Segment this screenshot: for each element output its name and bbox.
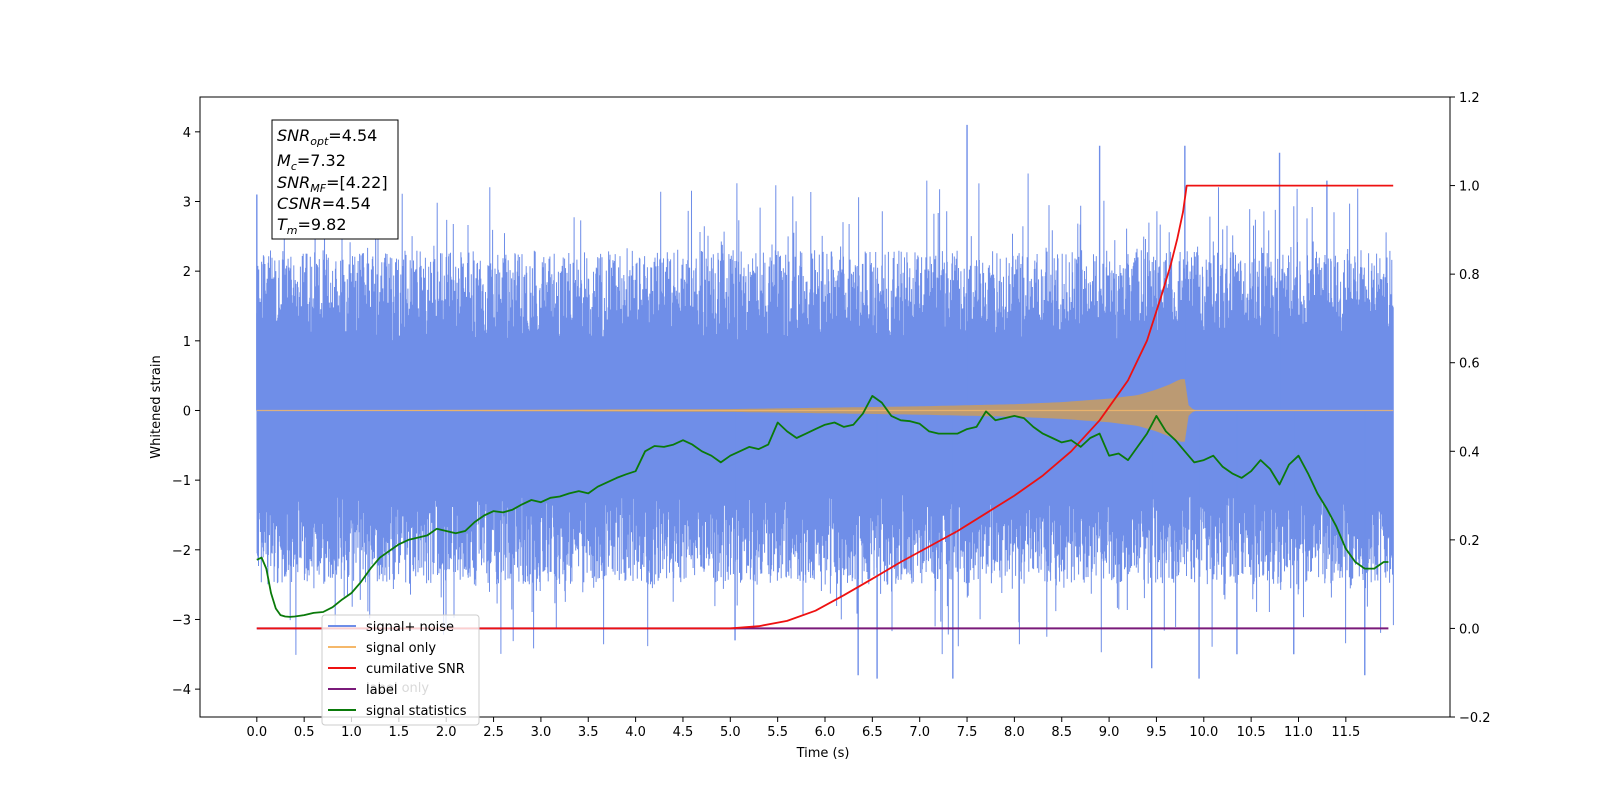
x-tick-label: 8.5 [1051,725,1072,740]
mc-sub: c [291,160,297,173]
signal-noise-series [256,124,1394,679]
signal-only-series [256,379,1394,442]
mc-main: M [277,151,291,170]
cumulative-snr-line [256,184,1394,630]
x-tick-label: 1.0 [341,725,362,740]
y-right-tick-label: 1.0 [1459,180,1480,195]
y-left-tick-label: 4 [183,126,191,141]
legend-entries: signal+ noise signal only cumilative SNR la… [328,620,467,719]
x-tick-label: 5.0 [720,725,741,740]
legend-label: signal only [366,641,436,656]
x-axis: 0.0 0.5 1.0 1.5 2.0 2.5 3.0 3.5 4.0 4.5 5.0 5.5 6.0 6… [246,717,1360,740]
x-tick-label: 0.0 [246,725,267,740]
y-right-tick-label: −0.2 [1459,711,1491,726]
annotation-tm: Tm=9.82 [277,215,347,237]
x-tick-label: 6.5 [862,725,883,740]
y-axis-right: 1.2 1.0 0.8 0.6 0.4 0.2 0.0 −0.2 [1450,91,1491,726]
csnr-main: CSNR [277,194,322,213]
snr-opt-main: SNR [277,126,310,145]
x-tick-label: 11.5 [1331,725,1360,740]
y-axis-left: 4 3 2 1 0 −1 −2 −3 −4 [172,126,200,698]
x-tick-label: 7.0 [909,725,930,740]
y-left-tick-label: −1 [172,474,191,489]
y-left-tick-label: −3 [172,613,191,628]
x-tick-label: 2.5 [483,725,504,740]
tm-sub: m [287,224,298,237]
annotation-snr-opt: SNRopt=4.54 [277,126,377,148]
x-tick-label: 9.0 [1099,725,1120,740]
tm-main: T [277,215,288,234]
x-tick-label: 3.5 [578,725,599,740]
x-tick-label: 10.0 [1189,725,1218,740]
x-tick-label: 4.0 [625,725,646,740]
x-tick-label: 3.0 [531,725,552,740]
annotation-frame [271,119,399,240]
mc-value: =7.32 [297,151,346,170]
snr-mf-value: =[4.22] [326,173,388,192]
y-left-tick-label: 1 [183,335,191,350]
signal-statistics-line [256,395,1389,618]
x-tick-label: 10.5 [1237,725,1266,740]
x-tick-label: 7.5 [957,725,978,740]
legend-label: signal+ noise [366,620,454,635]
annotation-mc: Mc=7.32 [277,151,346,173]
x-tick-label: 0.5 [294,725,315,740]
y-right-tick-label: 0.0 [1459,622,1480,637]
y-left-tick-label: 2 [183,265,191,280]
x-tick-label: 2.0 [436,725,457,740]
x-tick-label: 5.5 [767,725,788,740]
annotation-csnr: CSNR=4.54 [277,194,371,213]
y-right-tick-label: 0.6 [1459,357,1480,372]
y-right-tick-label: 0.2 [1459,534,1480,549]
y-left-tick-label: −2 [172,544,191,559]
csnr-value: =4.54 [322,194,371,213]
snr-opt-value: =4.54 [328,126,377,145]
x-tick-label: 4.5 [673,725,694,740]
snr-opt-sub: opt [310,135,329,148]
y-left-tick-label: −4 [172,683,191,698]
legend: label only signal+ noise signal only cumil… [321,614,480,726]
x-tick-label: 9.5 [1146,725,1167,740]
y-left-tick-label: 3 [183,195,191,210]
y-right-tick-label: 0.8 [1459,268,1480,283]
legend-label: cumilative SNR [366,662,465,677]
tm-value: =9.82 [298,215,347,234]
y-right-tick-label: 1.2 [1459,91,1480,106]
y-right-tick-label: 0.4 [1459,445,1480,460]
legend-label: label [366,683,397,698]
x-tick-label: 6.0 [815,725,836,740]
annotation-snr-mf: SNRMF=[4.22] [277,173,388,195]
x-tick-label: 8.0 [1004,725,1025,740]
signal-noise-line [256,173,1394,655]
y-axis-title: Whitened strain [149,355,164,458]
legend-label: signal statistics [366,704,467,719]
annotation-box: SNRopt=4.54 Mc=7.32 SNRMF=[4.22] CSNR=4.… [271,119,399,240]
x-axis-title: Time (s) [796,746,850,761]
legend-hidden-label: label only [366,681,429,696]
legend-frame [321,614,480,726]
x-tick-label: 1.5 [389,725,410,740]
x-tick-label: 11.0 [1284,725,1313,740]
y-left-tick-label: 0 [183,404,191,419]
snr-mf-main: SNR [277,173,310,192]
snr-mf-sub: MF [310,182,326,195]
